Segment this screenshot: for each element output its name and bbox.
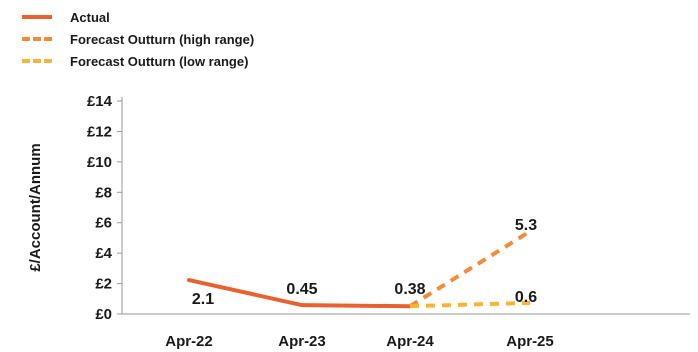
data-label: 0.6 (515, 289, 537, 306)
y-tick-label: £8 (95, 184, 112, 201)
legend-label-low-range: Forecast Outturn (low range) (70, 53, 249, 69)
x-tick-label: Apr-25 (506, 333, 554, 350)
series-line-1 (408, 229, 532, 308)
legend-swatch-actual (22, 15, 52, 19)
legend-item-high-range: Forecast Outturn (high range) (22, 28, 254, 50)
data-label: 0.45 (286, 281, 317, 298)
legend-label-actual: Actual (70, 9, 110, 25)
x-tick-label: Apr-24 (386, 333, 434, 350)
x-tick-label: Apr-23 (278, 333, 326, 350)
legend-item-actual: Actual (22, 6, 254, 28)
data-label: 0.38 (394, 281, 425, 298)
chart-legend: Actual Forecast Outturn (high range) For… (22, 6, 254, 72)
y-tick-label: £12 (87, 123, 112, 140)
legend-swatch-high-range (22, 37, 52, 41)
data-label: 5.3 (515, 217, 537, 234)
y-tick-label: £14 (87, 93, 113, 110)
legend-item-low-range: Forecast Outturn (low range) (22, 50, 254, 72)
y-tick-label: £6 (95, 215, 112, 232)
series-line-0 (187, 278, 412, 309)
y-axis-title: £/Account/Annum (27, 143, 44, 271)
series-line-2 (409, 300, 531, 309)
legend-swatch-low-range (22, 59, 52, 63)
x-tick-label: Apr-22 (165, 333, 213, 350)
data-label: 2.1 (192, 291, 214, 308)
legend-label-high-range: Forecast Outturn (high range) (70, 31, 255, 47)
y-tick-label: £2 (95, 276, 112, 293)
y-tick-label: £0 (95, 306, 112, 323)
y-tick-label: £10 (87, 154, 112, 171)
y-tick-label: £4 (95, 245, 112, 262)
